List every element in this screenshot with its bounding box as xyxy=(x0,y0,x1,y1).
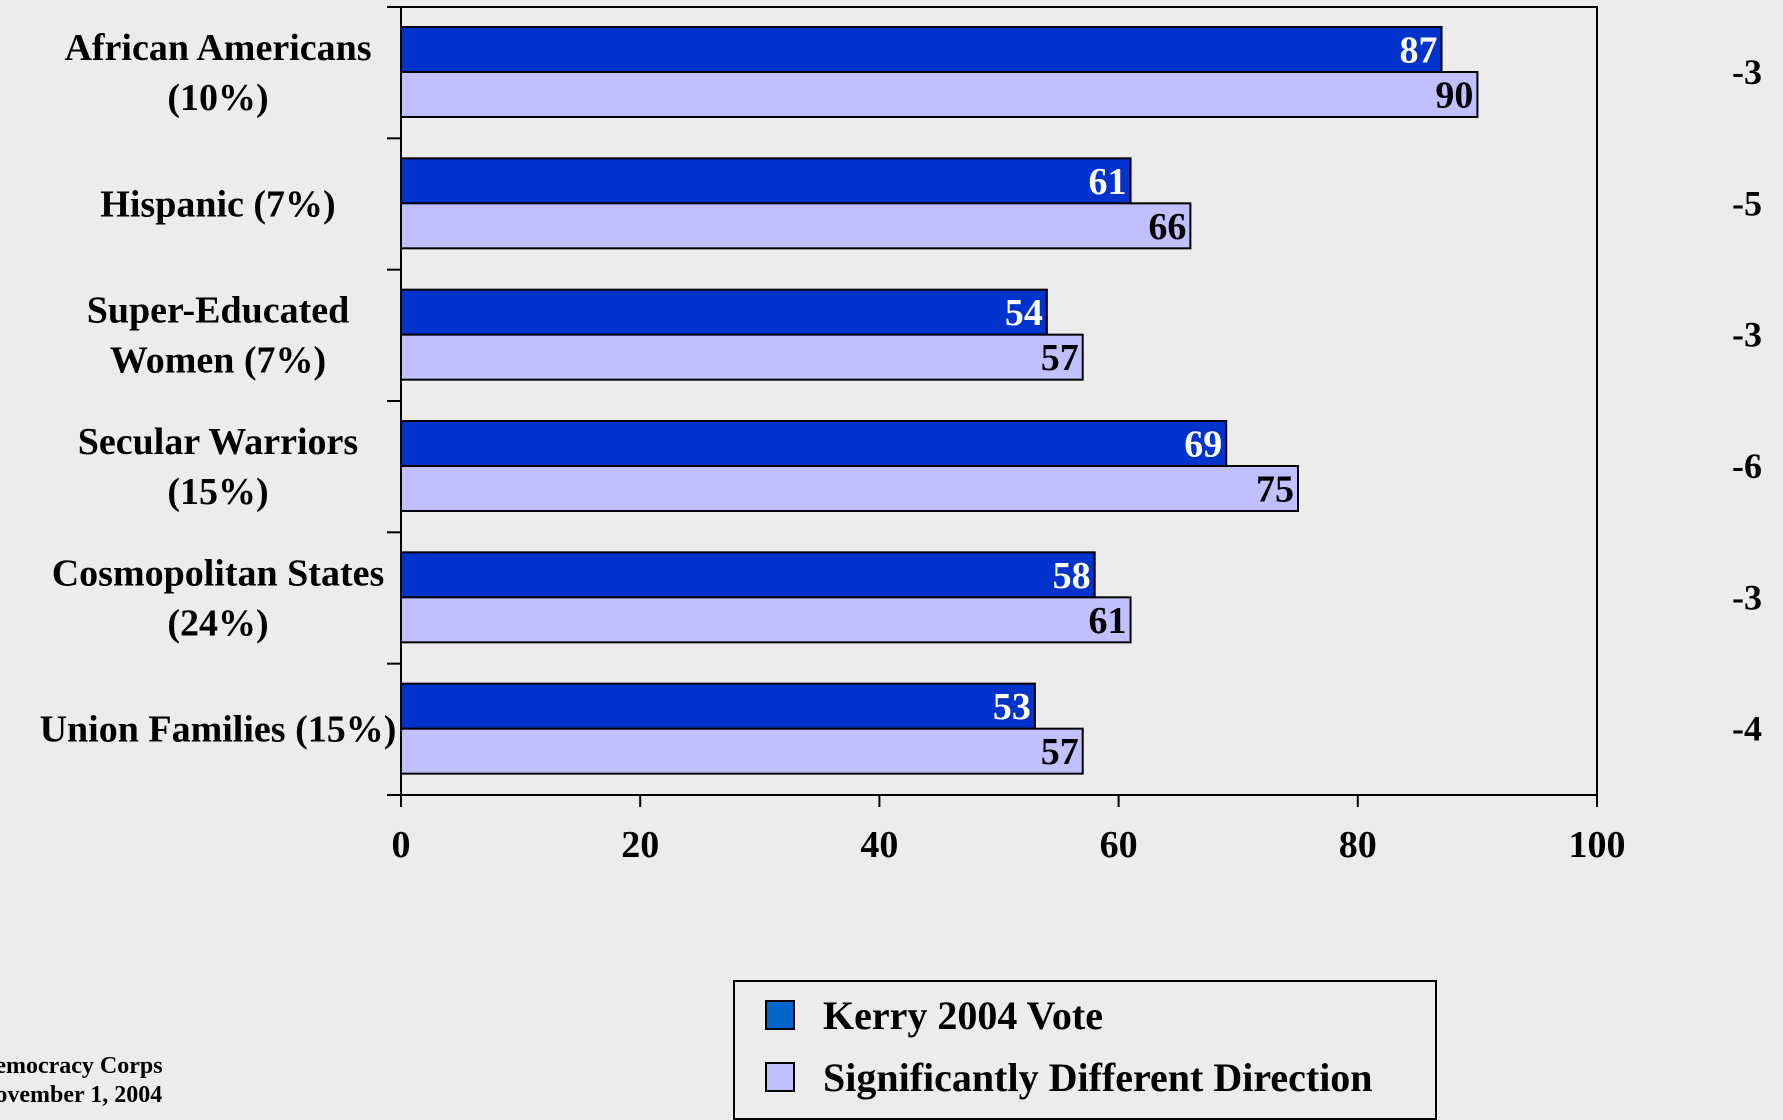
value-label-series1-cat1: 66 xyxy=(1148,206,1186,248)
x-tick-label-0: 0 xyxy=(392,824,411,866)
legend-label-kerry: Kerry 2004 Vote xyxy=(823,992,1103,1038)
bar-series0-cat5 xyxy=(400,682,1036,730)
bar-series0-cat1 xyxy=(400,157,1132,205)
legend: Kerry 2004 Vote Significantly Different … xyxy=(733,980,1437,1120)
source-line-1: Democracy Corps xyxy=(0,1053,163,1079)
value-label-series0-cat4: 58 xyxy=(1053,555,1091,597)
category-label-1-line-0: Hispanic (7%) xyxy=(100,183,335,225)
bar-series1-cat0 xyxy=(400,71,1479,118)
bar-series0-cat0 xyxy=(400,26,1443,73)
category-label-3-line-1: (15%) xyxy=(167,471,268,513)
value-label-series1-cat0: 90 xyxy=(1435,75,1473,117)
value-label-series1-cat2: 57 xyxy=(1041,337,1079,379)
bar-series1-cat1 xyxy=(400,202,1192,250)
source-line-2: November 1, 2004 xyxy=(0,1082,163,1108)
value-label-series1-cat4: 61 xyxy=(1089,600,1127,642)
bar-series0-cat2 xyxy=(400,288,1048,336)
category-label-0-line-1: (10%) xyxy=(167,77,268,119)
x-tick-label-40: 40 xyxy=(860,824,898,866)
bar-series0-cat3 xyxy=(400,420,1228,467)
x-tick-label-100: 100 xyxy=(1569,824,1626,866)
bars xyxy=(400,26,1479,775)
value-label-series0-cat0: 87 xyxy=(1400,30,1438,72)
value-label-series1-cat3: 75 xyxy=(1256,469,1294,511)
category-label-5-line-0: Union Families (15%) xyxy=(40,709,397,751)
legend-item-kerry: Kerry 2004 Vote xyxy=(765,990,1103,1040)
difference-label-1: -5 xyxy=(1732,183,1762,223)
value-label-series0-cat5: 53 xyxy=(993,686,1031,728)
value-label-series0-cat3: 69 xyxy=(1184,424,1222,466)
x-tick-label-20: 20 xyxy=(621,824,659,866)
difference-label-2: -3 xyxy=(1732,315,1762,355)
bar-series1-cat5 xyxy=(400,727,1084,775)
legend-item-different-direction: Significantly Different Direction xyxy=(765,1052,1373,1102)
difference-label-5: -4 xyxy=(1732,709,1762,749)
difference-label-3: -6 xyxy=(1732,446,1762,486)
category-label-4-line-0: Cosmopolitan States xyxy=(52,552,385,594)
source-note: Democracy Corps November 1, 2004 xyxy=(0,1052,163,1110)
value-label-series0-cat1: 61 xyxy=(1089,161,1127,203)
category-label-3-line-0: Secular Warriors xyxy=(78,421,358,463)
plot-area xyxy=(400,6,1598,796)
bar-series1-cat3 xyxy=(400,465,1299,512)
legend-label-different-direction: Significantly Different Direction xyxy=(823,1054,1373,1100)
legend-swatch-kerry xyxy=(765,1000,795,1030)
legend-swatch-different-direction xyxy=(765,1062,795,1092)
category-label-4-line-1: (24%) xyxy=(167,602,268,644)
category-label-0-line-0: African Americans xyxy=(64,27,371,69)
bar-series0-cat4 xyxy=(400,551,1096,599)
bar-series1-cat4 xyxy=(400,596,1132,644)
category-label-2-line-1: Women (7%) xyxy=(110,340,326,382)
difference-label-4: -3 xyxy=(1732,577,1762,617)
category-label-2-line-0: Super-Educated xyxy=(87,290,350,332)
axes: 0 20 40 60 80 100 xyxy=(387,6,1626,866)
x-tick-label-60: 60 xyxy=(1100,824,1138,866)
bar-series1-cat2 xyxy=(400,333,1084,381)
value-label-series0-cat2: 54 xyxy=(1005,292,1043,334)
difference-label-0: -3 xyxy=(1732,52,1762,92)
value-label-series1-cat5: 57 xyxy=(1041,731,1079,773)
x-tick-label-80: 80 xyxy=(1339,824,1377,866)
